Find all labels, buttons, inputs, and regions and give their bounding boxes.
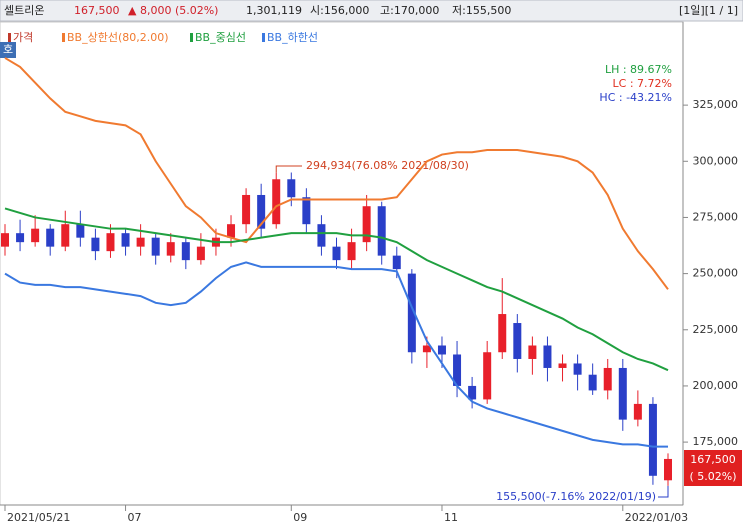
candle-body bbox=[347, 242, 356, 261]
band-line bbox=[4, 207, 669, 372]
stat-lc: LC : 7.72% bbox=[613, 77, 672, 90]
candle-body bbox=[287, 179, 296, 198]
candle-body bbox=[422, 345, 431, 353]
mode-label: 호 bbox=[3, 43, 13, 56]
candle-body bbox=[91, 237, 100, 252]
mode-box[interactable] bbox=[0, 42, 16, 58]
plot-area bbox=[0, 21, 684, 506]
legend-label: 가격 bbox=[13, 31, 33, 44]
candle-body bbox=[272, 179, 281, 225]
candle-body bbox=[468, 385, 477, 400]
candle-body bbox=[558, 363, 567, 368]
y-tick-label: 325,000 bbox=[693, 98, 739, 111]
candle-body bbox=[31, 228, 40, 243]
stock-name: 셀트리온 bbox=[4, 4, 44, 17]
candle-body bbox=[302, 197, 311, 225]
header-bar bbox=[0, 0, 743, 22]
min-annotation: 155,500(-7.16% 2022/01/19) bbox=[496, 490, 656, 503]
legend-swatch bbox=[62, 33, 65, 42]
candle-body bbox=[407, 273, 416, 353]
x-tick-label: 11 bbox=[444, 511, 458, 524]
change: ▲ 8,000 (5.02%) bbox=[128, 4, 218, 17]
annotation-arrow bbox=[658, 485, 669, 498]
candle-body bbox=[543, 345, 552, 368]
candle-body bbox=[151, 237, 160, 256]
low-price: 저:155,500 bbox=[452, 4, 511, 17]
y-tick-label: 175,000 bbox=[693, 435, 739, 448]
candle-body bbox=[437, 345, 446, 355]
candle-body bbox=[483, 352, 492, 400]
band-line bbox=[4, 57, 669, 290]
candle-body bbox=[242, 194, 251, 225]
annotation-arrow bbox=[275, 165, 302, 173]
candle-body bbox=[317, 224, 326, 247]
y-tick-label: 300,000 bbox=[693, 154, 739, 167]
candle-body bbox=[227, 224, 236, 238]
candle-body bbox=[573, 363, 582, 375]
y-tick-label: 200,000 bbox=[693, 379, 739, 392]
candle-body bbox=[513, 323, 522, 359]
band-line bbox=[4, 261, 668, 448]
price: 167,500 bbox=[74, 4, 120, 17]
page-indicator[interactable]: [1일][1 / 1] bbox=[679, 3, 738, 17]
candle-body bbox=[392, 255, 401, 270]
x-tick-label: 09 bbox=[293, 511, 307, 524]
candle-body bbox=[603, 367, 612, 391]
candle-body bbox=[106, 233, 115, 252]
candle-body bbox=[528, 345, 537, 359]
stat-hc: HC : -43.21% bbox=[599, 91, 672, 104]
candle-body bbox=[588, 374, 597, 391]
legend-label: BB_중심선 bbox=[195, 31, 246, 44]
candle-body bbox=[453, 354, 462, 386]
candle-body bbox=[196, 246, 205, 261]
stat-lh: LH : 89.67% bbox=[605, 63, 672, 76]
candle-body bbox=[664, 458, 672, 481]
legend-label: BB_하한선 bbox=[267, 30, 318, 44]
candle-body bbox=[362, 206, 371, 243]
candle-body bbox=[166, 242, 175, 256]
x-tick-label: 07 bbox=[128, 511, 142, 524]
candle-body bbox=[181, 242, 190, 261]
legend-swatch bbox=[190, 33, 193, 42]
legend-swatch bbox=[8, 33, 11, 42]
candle-body bbox=[633, 403, 642, 420]
candle-body bbox=[648, 403, 657, 476]
open-price: 시:156,000 bbox=[310, 4, 369, 17]
last-price: 167,500 bbox=[690, 453, 736, 466]
candle-body bbox=[46, 228, 55, 247]
candle-body bbox=[377, 206, 386, 256]
volume: 1,301,119 bbox=[246, 4, 302, 17]
last-price-box bbox=[684, 450, 742, 486]
high-price: 고:170,000 bbox=[380, 4, 439, 17]
candle-body bbox=[257, 194, 266, 229]
y-tick-label: 225,000 bbox=[693, 323, 739, 336]
legend-label: BB_상한선(80,2.00) bbox=[67, 31, 169, 44]
candle-body bbox=[1, 233, 9, 247]
x-tick-label: 2022/01/03 bbox=[625, 511, 688, 524]
x-tick-label: 2021/05/21 bbox=[7, 511, 70, 524]
candle-body bbox=[332, 246, 341, 261]
y-tick-label: 275,000 bbox=[693, 210, 739, 223]
y-tick-label: 250,000 bbox=[693, 267, 739, 280]
candle-body bbox=[76, 224, 85, 238]
candle-body bbox=[136, 237, 145, 247]
candle-body bbox=[618, 367, 627, 420]
candle-body bbox=[121, 233, 130, 247]
max-annotation: 294,934(76.08% 2021/08/30) bbox=[306, 159, 469, 172]
legend-swatch bbox=[262, 33, 265, 42]
last-change: ( 5.02%) bbox=[689, 470, 736, 483]
candle-body bbox=[61, 224, 70, 247]
candle-body bbox=[498, 314, 507, 353]
candle-body bbox=[16, 233, 25, 243]
